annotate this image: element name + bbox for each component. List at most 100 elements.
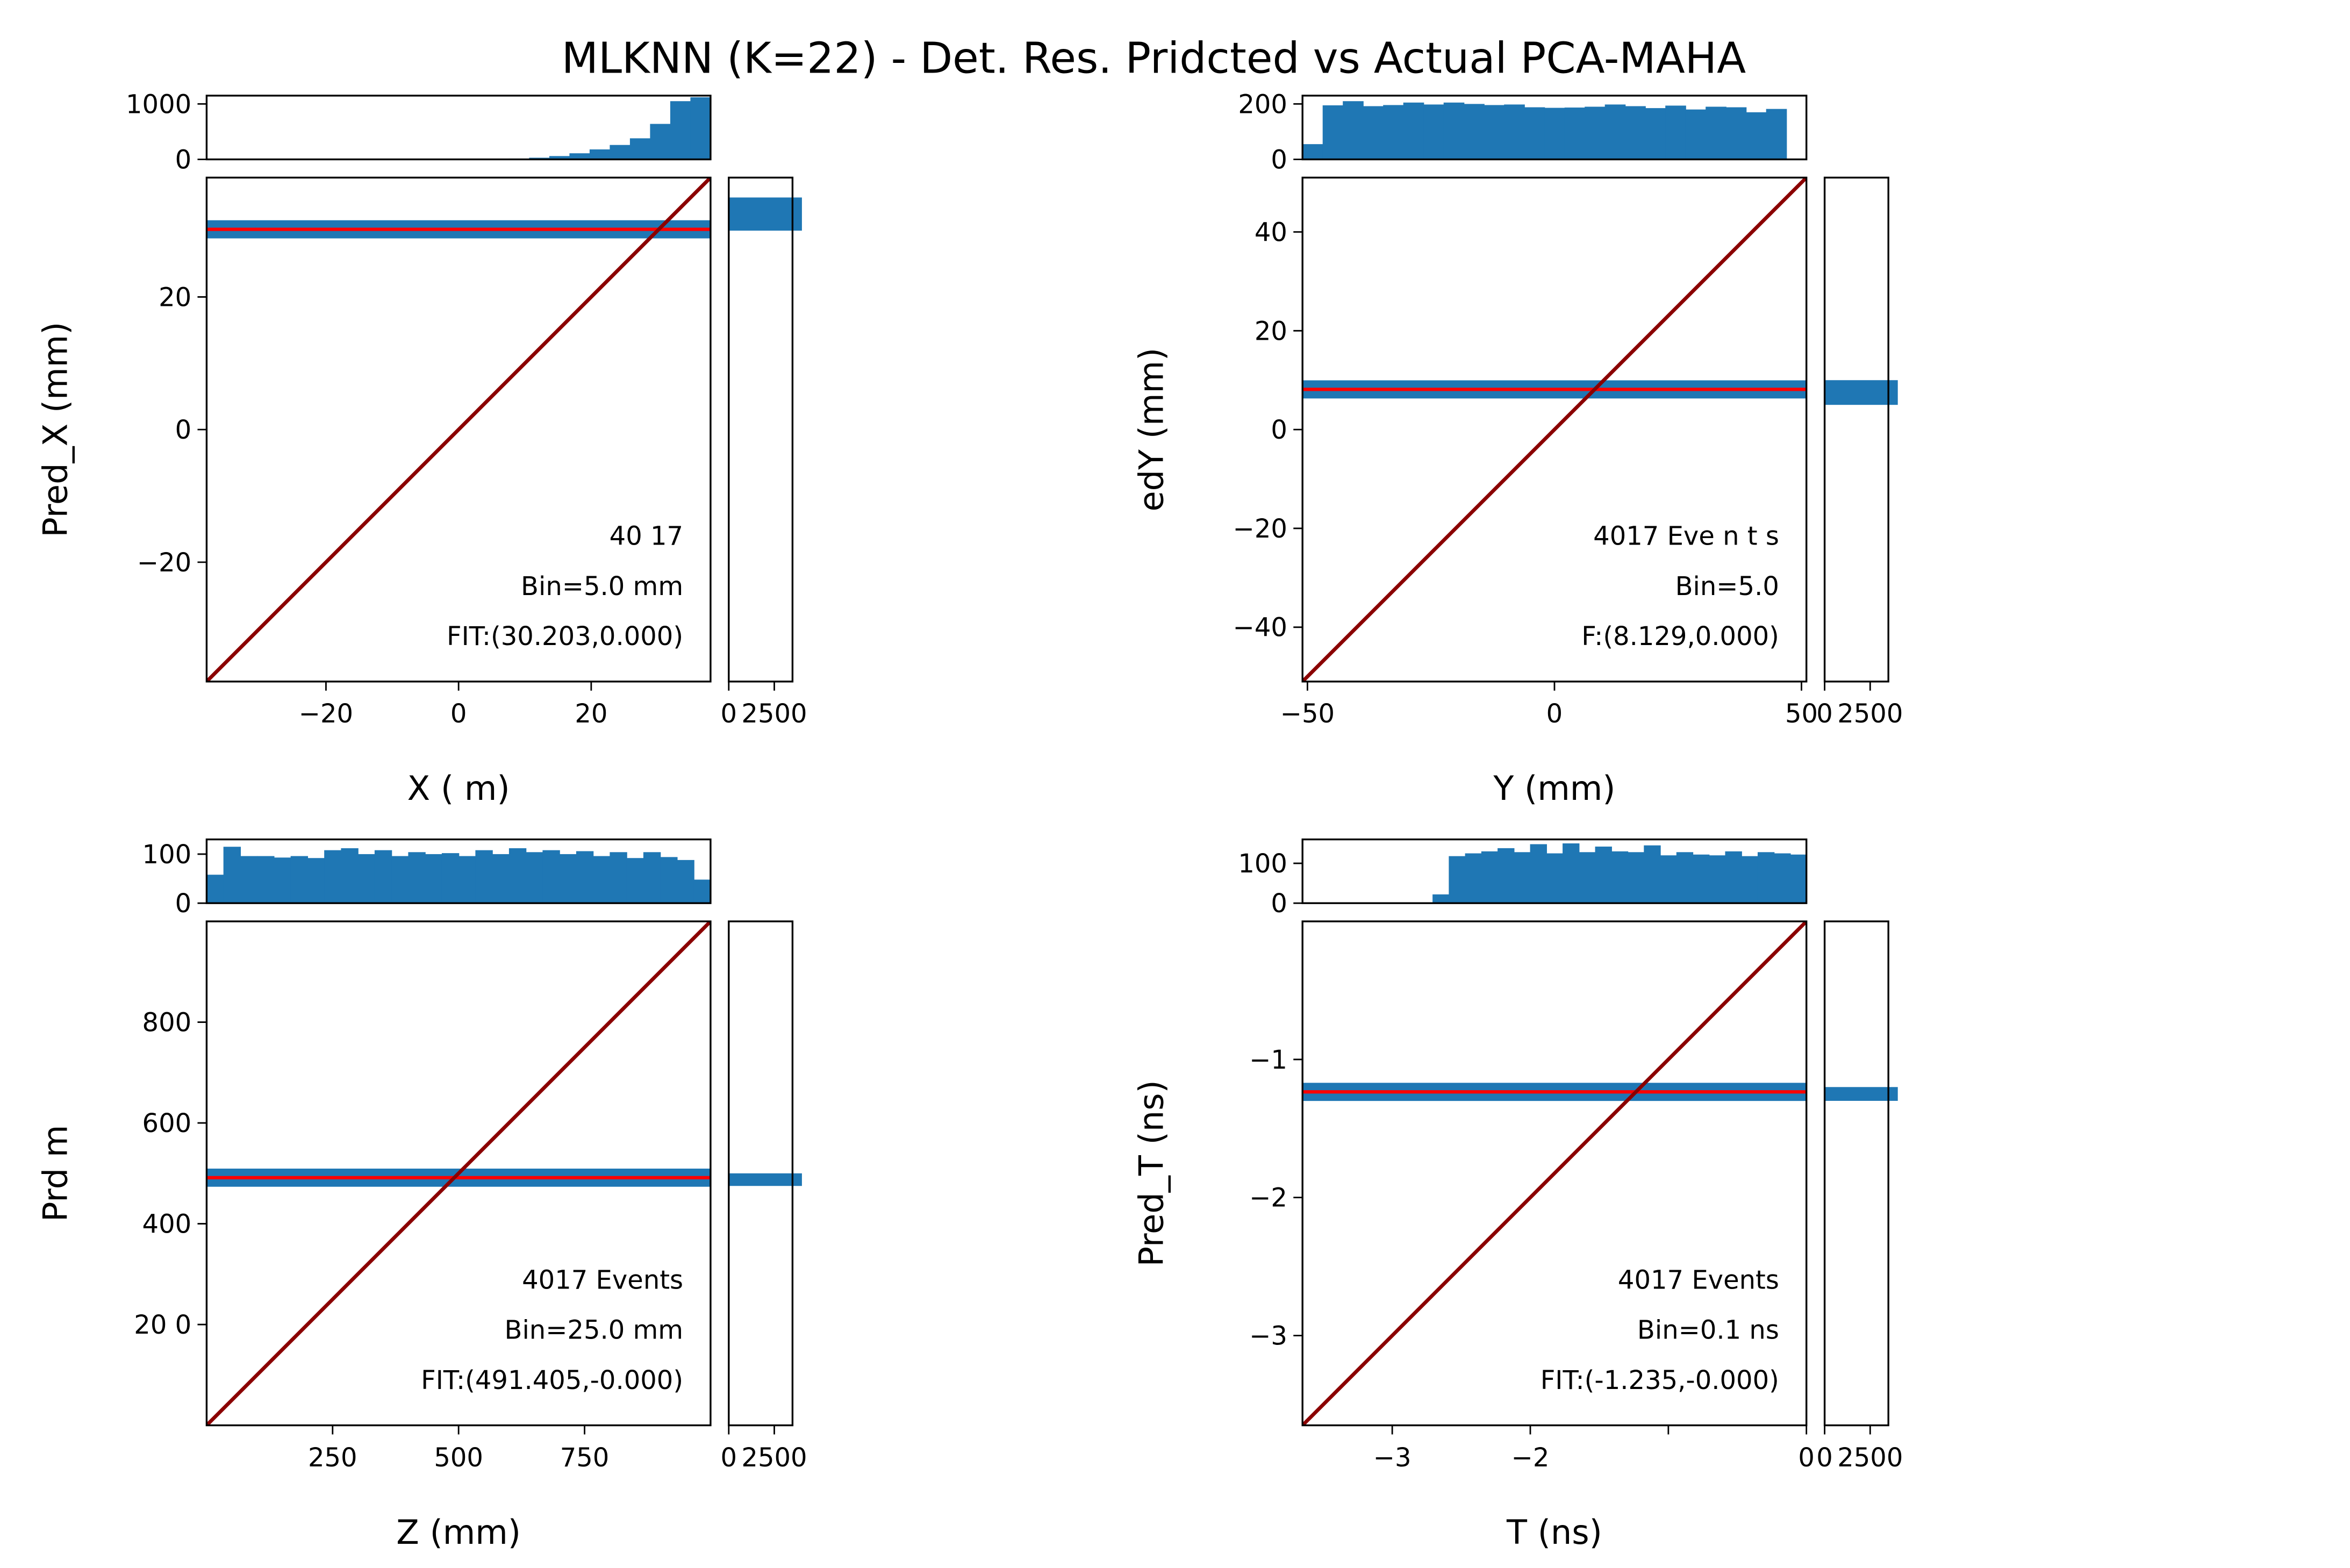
right-hist-x-tick-label: 0 — [721, 1443, 737, 1473]
annotation-line: F:(8.129,0.000) — [1581, 621, 1779, 651]
x-tick-label: 250 — [308, 1443, 357, 1473]
x-axis-label: Z (mm) — [396, 1513, 521, 1552]
top-hist-bar — [1644, 845, 1661, 904]
top-hist-bar — [1484, 105, 1505, 160]
y-axis-label: Prd m — [36, 1125, 75, 1222]
x-axis-label: X ( m) — [407, 769, 510, 808]
top-hist-bar — [1514, 852, 1531, 904]
top-hist-bar — [589, 149, 611, 160]
top-hist-bar — [257, 856, 275, 904]
top-hist-frame — [1301, 838, 1808, 904]
top-hist-bar — [1604, 104, 1626, 160]
top-hist-bar — [1403, 102, 1424, 160]
top-hist-bar — [1544, 108, 1565, 160]
top-hist-bar — [1481, 851, 1499, 904]
top-hist-bar — [1746, 112, 1767, 160]
top-hist-bar — [1423, 104, 1444, 160]
x-tick-label: 750 — [560, 1443, 610, 1473]
top-hist-bar — [1645, 108, 1666, 160]
top-hist-y-tick-label: 200 — [1238, 89, 1287, 119]
top-hist-bar — [1343, 101, 1364, 160]
x-tick-label: 0 — [1798, 1443, 1815, 1473]
x-tick-label: −3 — [1373, 1443, 1412, 1473]
right-histogram: 0 2500 — [1816, 176, 1903, 729]
annotation-line: 4017 Events — [1618, 1265, 1779, 1295]
top-hist-bar — [1546, 853, 1564, 904]
main-plot-area — [1302, 177, 1807, 682]
right-hist-frame — [1823, 920, 1889, 1427]
annotation-line: Bin=5.0 — [1675, 571, 1779, 602]
top-hist-bar — [1464, 104, 1485, 160]
top-hist-bar — [1449, 856, 1466, 904]
top-hist-bar — [576, 851, 594, 904]
top-hist-bar — [1628, 852, 1645, 904]
annotation-line: FIT:(-1.235,-0.000) — [1541, 1365, 1779, 1395]
panel-top-left: −20 0 20 −20 0 20 X ( m) Pred_X (mm) 40 17 Bin=5.… — [36, 89, 807, 808]
top-hist-y-tick-label: 0 — [1271, 889, 1287, 919]
top-hist-bar — [1443, 102, 1465, 160]
identity-line — [1302, 177, 1807, 682]
top-hist-bar — [206, 875, 224, 904]
top-hist-bar — [508, 848, 527, 904]
top-hist-bar — [1363, 106, 1384, 160]
top-hist-bar — [357, 854, 376, 904]
annotation-line: Bin=5.0 mm — [521, 571, 683, 602]
top-hist-frame — [205, 95, 712, 161]
right-hist-bar — [728, 197, 802, 231]
right-hist-x-tick-label: 0 — [1816, 1443, 1833, 1473]
top-hist-bar — [670, 101, 691, 160]
top-hist-bar — [1774, 853, 1791, 904]
top-hist-bar — [1706, 106, 1726, 160]
y-tick-label: 20 — [159, 282, 191, 312]
y-axis-label: Pred_T (ns) — [1131, 1080, 1171, 1266]
y-tick-label: 600 — [142, 1108, 192, 1139]
y-tick-label: 0 — [1271, 415, 1287, 445]
main-plot-area — [206, 921, 711, 1426]
top-hist-bar — [240, 856, 258, 904]
top-hist-frame — [205, 838, 712, 904]
panel-bottom-left: 250 500 750 20 0 400 600 800 Z (mm) Prd m 4017 Ev… — [36, 838, 807, 1552]
top-hist-bar — [1530, 844, 1547, 904]
top-hist-bar — [1302, 144, 1323, 160]
y-tick-label: −40 — [1233, 613, 1287, 643]
top-hist-bar — [650, 124, 671, 160]
y-tick-label: 400 — [142, 1209, 192, 1240]
top-hist-bar — [1465, 853, 1482, 904]
top-hist-bar — [526, 852, 543, 904]
top-hist-bar — [1383, 105, 1404, 160]
top-hist-bar — [542, 850, 560, 904]
y-axis-label: edY (mm) — [1131, 348, 1171, 512]
x-tick-label: −2 — [1511, 1443, 1550, 1473]
top-hist-bar — [569, 153, 591, 160]
y-tick-label: 20 0 — [134, 1310, 191, 1340]
right-hist-x-tick-label: 0 — [1816, 699, 1833, 729]
top-hist-bar — [307, 858, 325, 904]
top-histogram: 0 1000 — [126, 89, 712, 175]
y-tick-label: 0 — [175, 415, 192, 445]
identity-line — [206, 177, 711, 682]
top-hist-bar — [1611, 851, 1629, 904]
x-tick-label: −20 — [299, 699, 353, 729]
top-hist-bar — [458, 856, 476, 904]
top-hist-bar — [1693, 854, 1710, 904]
annotation-line: FIT:(491.405,-0.000) — [421, 1365, 683, 1395]
annotation-line: Bin=25.0 mm — [505, 1315, 684, 1345]
top-hist-y-tick-label: 100 — [142, 840, 192, 870]
right-hist-frame — [728, 920, 794, 1427]
top-hist-bar — [425, 854, 443, 904]
x-tick-label: −50 — [1280, 699, 1335, 729]
top-hist-bar — [341, 848, 359, 904]
top-hist-bar — [1585, 106, 1606, 160]
annotation-line: 4017 Eve n t s — [1593, 521, 1779, 552]
right-histogram: 0 2500 — [721, 176, 807, 729]
top-hist-frame — [1301, 95, 1808, 161]
x-tick-label: 0 — [450, 699, 467, 729]
right-hist-bar — [1824, 380, 1898, 405]
top-hist-bar — [626, 858, 644, 904]
top-hist-bar — [1757, 852, 1775, 904]
y-tick-label: 20 — [1255, 316, 1287, 346]
top-hist-bar — [1725, 851, 1742, 904]
top-hist-bar — [274, 857, 291, 904]
top-hist-bar — [1790, 854, 1807, 904]
